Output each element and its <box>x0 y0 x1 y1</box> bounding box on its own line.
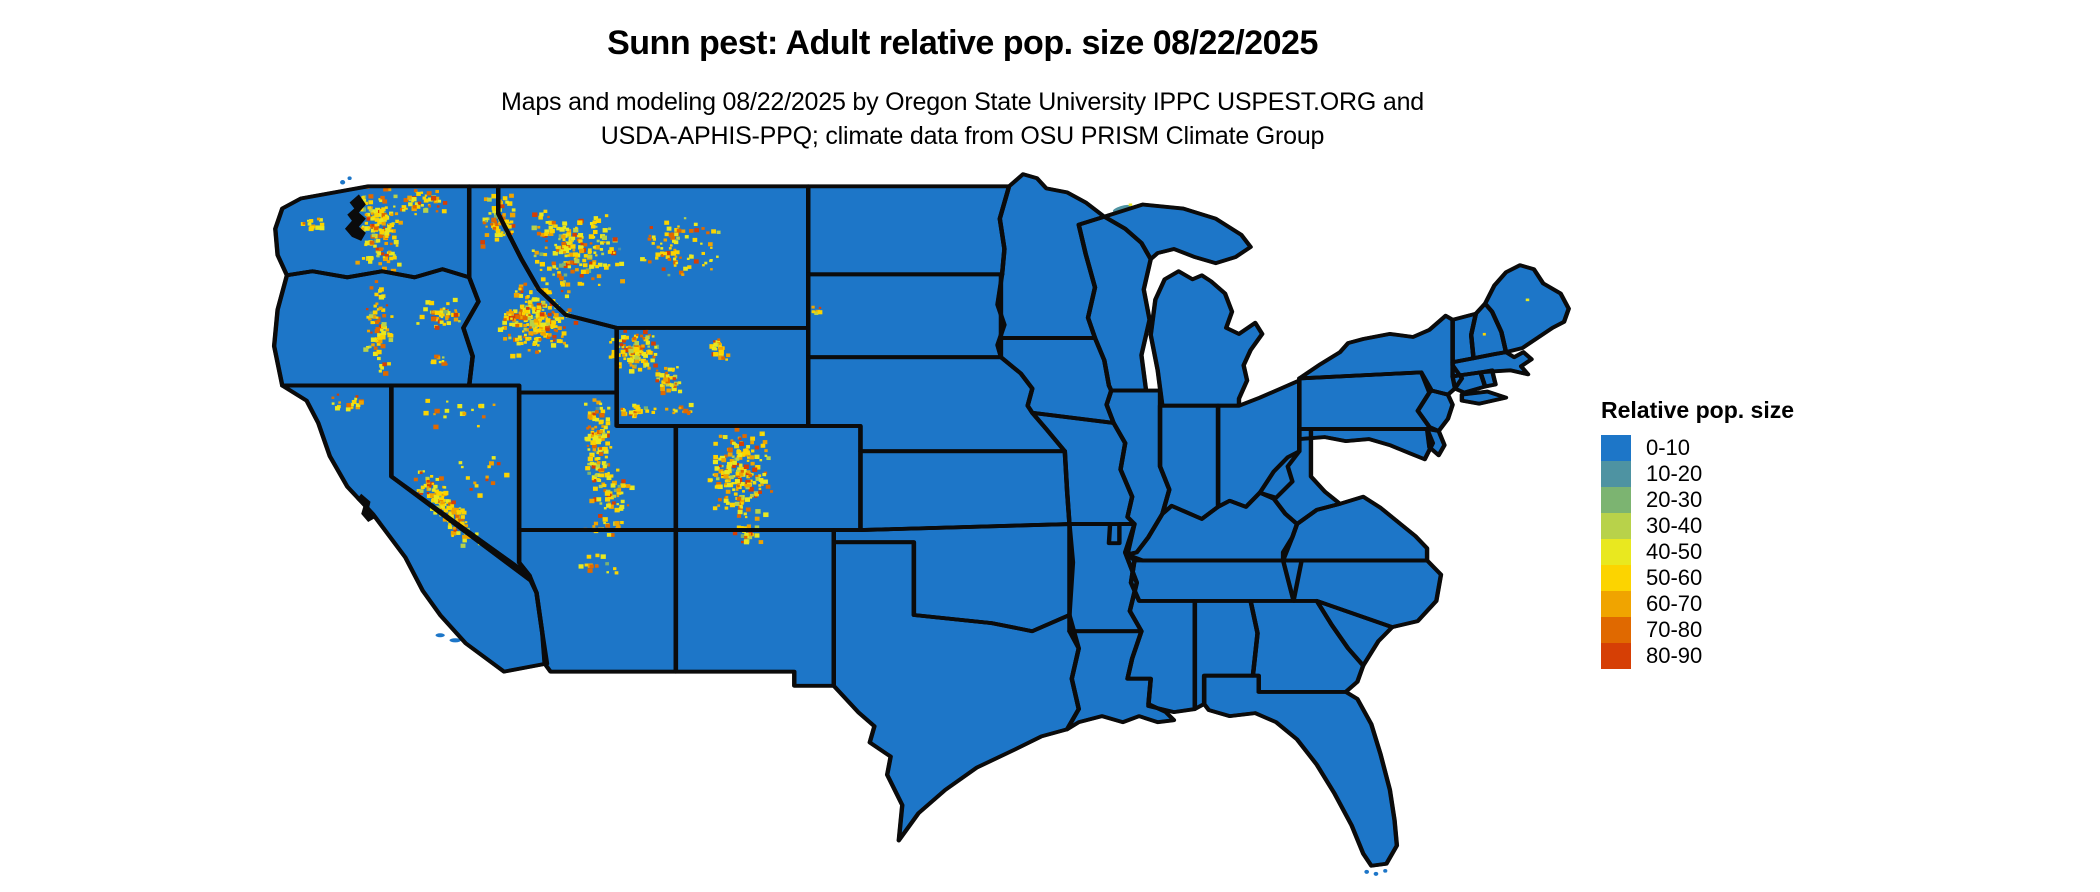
legend-label: 20-30 <box>1646 487 1703 512</box>
state-kansas <box>858 449 1072 532</box>
us-map-svg <box>271 172 1571 876</box>
legend-label: 10-20 <box>1646 461 1703 486</box>
state-pennsylvania <box>1297 370 1432 431</box>
state-border <box>1297 427 1436 462</box>
legend-item: 70-80 <box>1601 617 1794 643</box>
legend-item: 60-70 <box>1601 591 1794 617</box>
legend-label: 80-90 <box>1646 643 1703 668</box>
state-tennessee <box>1129 558 1304 603</box>
legend-swatch <box>1601 643 1631 669</box>
isle-royale <box>1112 204 1131 213</box>
isle-royale-highlight <box>1128 203 1133 206</box>
channel-island <box>435 633 445 638</box>
legend-item: 10-20 <box>1601 461 1794 487</box>
page-subtitle: Maps and modeling 08/22/2025 by Oregon S… <box>0 85 1925 153</box>
new-hampshire-speck <box>1482 332 1486 336</box>
legend-label: 70-80 <box>1646 617 1703 642</box>
legend-item: 40-50 <box>1601 539 1794 565</box>
page-title: Sunn pest: Adult relative pop. size 08/2… <box>607 24 1318 62</box>
state-border <box>1424 427 1447 458</box>
subtitle-line-1: Maps and modeling 08/22/2025 by Oregon S… <box>501 88 1424 116</box>
state-border <box>280 383 550 674</box>
san-juan-island <box>347 176 352 181</box>
legend-swatch <box>1601 461 1631 487</box>
san-juan-island <box>340 180 346 185</box>
legend-item: 80-90 <box>1601 643 1794 669</box>
legend-item: 0-10 <box>1601 435 1794 461</box>
legend-swatch <box>1601 513 1631 539</box>
legend-item: 20-30 <box>1601 487 1794 513</box>
state-border <box>1148 269 1265 408</box>
legend-label: 60-70 <box>1646 591 1703 616</box>
legend-items: 0-10 10-20 20-30 30-40 40-50 50-60 60-70 70-80 8… <box>1601 435 1794 669</box>
header: Sunn pest: Adult relative pop. size 08/2… <box>0 0 1925 153</box>
puget-sound <box>344 194 366 241</box>
florida-key <box>1383 869 1388 873</box>
legend-swatch <box>1601 565 1631 591</box>
state-border <box>1257 427 1343 526</box>
state-border <box>831 540 1081 843</box>
legend-label: 40-50 <box>1646 539 1703 564</box>
state-border <box>1102 202 1253 266</box>
legend-label: 0-10 <box>1646 435 1691 460</box>
legend-swatch <box>1601 435 1631 461</box>
channel-island <box>449 638 462 643</box>
legend-swatch <box>1601 539 1631 565</box>
state-border <box>1482 263 1571 355</box>
legend-swatch <box>1601 487 1631 513</box>
state-border <box>1122 550 1198 715</box>
legend-label: 30-40 <box>1646 513 1703 538</box>
us-map <box>266 158 1578 886</box>
legend-label: 50-60 <box>1646 565 1703 590</box>
map-legend: Relative pop. size 0-10 10-20 20-30 30-40 40… <box>1601 397 1794 669</box>
state-borders <box>271 172 1571 868</box>
florida-key <box>1373 871 1379 876</box>
state-florida <box>1202 673 1399 868</box>
legend-swatch <box>1601 591 1631 617</box>
state-north-dakota <box>806 184 1012 276</box>
subtitle-line-2: USDA-APHIS-PPQ; climate data from OSU PR… <box>600 122 1325 150</box>
legend-item: 30-40 <box>1601 513 1794 539</box>
state-border <box>1459 389 1509 406</box>
state-border <box>1450 370 1488 395</box>
state-border <box>1201 673 1400 868</box>
legend-swatch <box>1601 617 1631 643</box>
state-border <box>1280 558 1444 630</box>
legend-title: Relative pop. size <box>1601 397 1795 423</box>
state-indiana <box>1158 404 1221 521</box>
state-new-mexico <box>673 528 836 688</box>
state-south-dakota <box>806 272 1007 359</box>
state-border <box>1478 368 1498 389</box>
legend-item: 50-60 <box>1601 565 1794 591</box>
maine-speck <box>1525 298 1530 302</box>
florida-key <box>1364 869 1370 874</box>
